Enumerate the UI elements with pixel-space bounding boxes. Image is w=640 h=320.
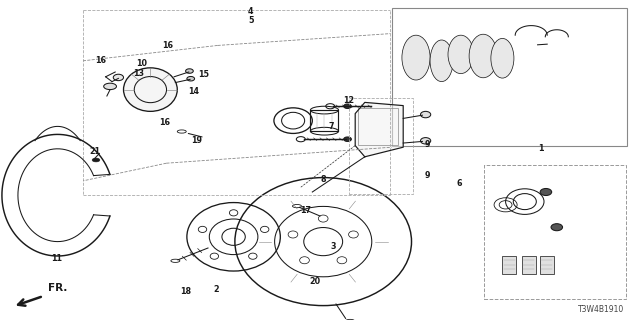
Text: 2: 2: [214, 285, 219, 294]
Ellipse shape: [113, 74, 124, 81]
Text: 7: 7: [329, 122, 334, 131]
Text: 4: 4: [248, 7, 253, 16]
Text: 9: 9: [425, 140, 430, 149]
Text: 19: 19: [191, 136, 203, 145]
Text: 14: 14: [188, 87, 199, 96]
Circle shape: [92, 158, 100, 162]
Text: 3: 3: [330, 242, 335, 251]
Text: 12: 12: [343, 96, 355, 105]
Ellipse shape: [420, 138, 431, 144]
Ellipse shape: [187, 76, 195, 81]
Ellipse shape: [344, 104, 351, 108]
Bar: [502, 256, 516, 274]
Bar: [349, 98, 413, 194]
Text: 1: 1: [538, 144, 543, 153]
Text: 11: 11: [51, 254, 62, 263]
Polygon shape: [355, 102, 403, 157]
Text: 5: 5: [248, 16, 253, 25]
Ellipse shape: [540, 188, 552, 196]
Text: 17: 17: [300, 206, 312, 215]
Ellipse shape: [124, 68, 177, 111]
Text: 8: 8: [321, 175, 326, 184]
Text: 16: 16: [95, 56, 107, 65]
Text: FR.: FR.: [48, 283, 67, 293]
Ellipse shape: [420, 111, 431, 118]
Ellipse shape: [551, 224, 563, 231]
Bar: [358, 108, 398, 145]
Ellipse shape: [491, 38, 514, 78]
Ellipse shape: [344, 137, 351, 141]
Text: 15: 15: [198, 70, 209, 79]
Text: 18: 18: [180, 287, 191, 296]
Text: T3W4B1910: T3W4B1910: [578, 305, 624, 314]
Bar: [522, 256, 536, 274]
Ellipse shape: [104, 83, 116, 90]
Text: 9: 9: [425, 172, 430, 180]
Ellipse shape: [186, 69, 193, 73]
Text: 16: 16: [159, 118, 171, 127]
Text: 21: 21: [89, 147, 100, 156]
Ellipse shape: [448, 35, 474, 74]
Bar: [484, 165, 626, 299]
Bar: [392, 8, 627, 146]
Bar: [540, 256, 554, 274]
Text: 6: 6: [457, 180, 462, 188]
Text: 10: 10: [136, 60, 148, 68]
Text: 16: 16: [162, 41, 173, 50]
Ellipse shape: [469, 34, 497, 78]
Text: 13: 13: [132, 69, 144, 78]
Ellipse shape: [402, 35, 430, 80]
Text: 20: 20: [309, 277, 321, 286]
Ellipse shape: [430, 40, 453, 82]
